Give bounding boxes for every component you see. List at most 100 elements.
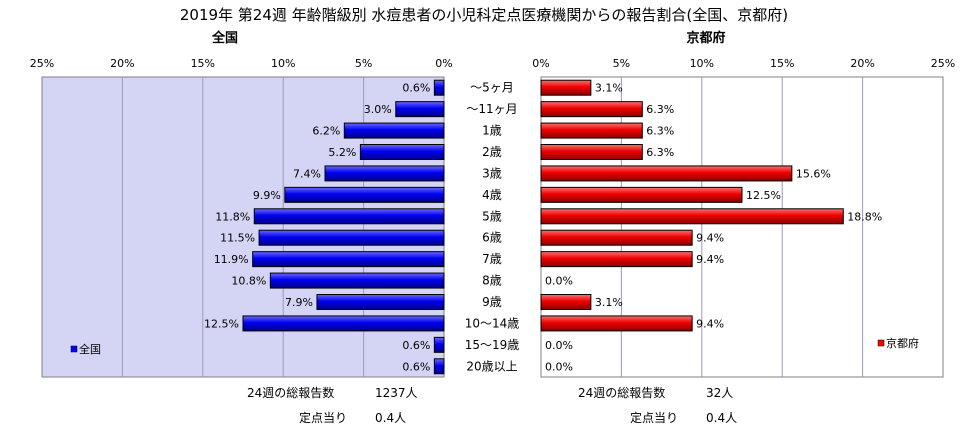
left-legend-swatch — [70, 345, 78, 353]
left-per-label: 定点当り — [299, 410, 347, 425]
category-label: 9歳 — [482, 295, 502, 309]
right-legend-label: 京都府 — [886, 336, 919, 350]
left-data-label: 12.5% — [204, 317, 239, 330]
left-bar — [242, 315, 445, 332]
page-title: 2019年 第24週 年齢階級別 水痘患者の小児科定点医療機関からの報告割合(全… — [180, 6, 788, 24]
right-bar — [540, 122, 643, 139]
category-label: 1歳 — [482, 124, 502, 138]
right-legend: 京都府 — [877, 336, 919, 350]
left-data-label: 3.0% — [364, 103, 392, 116]
right-tick-label: 10% — [690, 57, 714, 70]
right-tick-label: 0% — [532, 57, 549, 70]
category-label: 7歳 — [482, 252, 502, 266]
right-bar — [540, 208, 844, 225]
category-label: 6歳 — [482, 231, 502, 245]
left-bar — [284, 186, 445, 203]
right-tick-label: 20% — [850, 57, 874, 70]
right-per-value: 0.4人 — [706, 411, 737, 425]
right-per-label: 定点当り — [630, 410, 678, 425]
left-bar — [433, 79, 445, 96]
right-bar — [540, 229, 693, 246]
right-legend-swatch — [877, 339, 885, 347]
right-bar — [540, 251, 693, 268]
right-bar — [540, 79, 592, 96]
left-bar — [269, 272, 445, 289]
left-data-label: 0.6% — [402, 82, 430, 95]
right-bar — [540, 101, 643, 118]
right-data-label: 6.3% — [646, 146, 674, 159]
right-data-label: 12.5% — [746, 189, 781, 202]
right-data-label: 3.1% — [595, 82, 623, 95]
category-label: 4歳 — [482, 188, 502, 202]
right-data-label: 0.0% — [545, 275, 573, 288]
right-data-label: 15.6% — [796, 167, 831, 180]
category-labels: ～5ヶ月 ～11ヶ月 1歳 2歳 3歳 4歳 5歳 6歳 7歳 8歳 9歳 10～14歳 15～19歳 2… — [465, 81, 520, 374]
category-label: 20歳以上 — [466, 359, 517, 373]
left-tick-label: 0% — [435, 57, 452, 70]
right-total-label: 24週の総報告数 — [578, 385, 665, 400]
left-data-label: 5.2% — [328, 146, 356, 159]
right-data-label: 18.8% — [847, 210, 882, 223]
category-label: ～5ヶ月 — [470, 81, 514, 95]
left-bar — [359, 144, 445, 160]
left-data-label: 7.9% — [285, 296, 313, 309]
left-data-label: 7.4% — [293, 167, 321, 180]
left-panel-title: 全国 — [211, 30, 238, 46]
right-x-axis-ticks: 0% 5% 10% 15% 20% 25% — [532, 57, 955, 70]
right-bar — [540, 144, 643, 160]
right-tick-label: 25% — [931, 57, 955, 70]
left-x-axis-ticks: 0% 5% 10% 15% 20% 25% — [30, 57, 453, 70]
category-label: 5歳 — [482, 209, 502, 223]
left-bar — [258, 229, 445, 246]
right-bar — [540, 165, 793, 182]
left-data-label: 11.9% — [214, 253, 249, 266]
right-bar — [540, 315, 693, 332]
left-bar — [395, 101, 445, 118]
left-data-label: 0.6% — [402, 339, 430, 352]
left-total-label: 24週の総報告数 — [247, 385, 334, 400]
right-bar — [540, 186, 743, 203]
right-data-label: 0.0% — [545, 360, 573, 373]
left-plot-area — [41, 76, 445, 378]
left-bar — [252, 251, 445, 268]
right-data-label: 9.4% — [696, 232, 724, 245]
left-bar — [433, 358, 445, 375]
left-bar — [316, 294, 445, 310]
right-data-label: 9.4% — [696, 317, 724, 330]
left-data-label: 11.5% — [220, 232, 255, 245]
left-tick-label: 25% — [30, 57, 54, 70]
category-label: 15～19歳 — [465, 338, 520, 352]
right-bar — [540, 294, 592, 310]
right-total-value: 32人 — [706, 386, 733, 400]
left-per-value: 0.4人 — [375, 411, 406, 425]
right-data-label: 9.4% — [696, 253, 724, 266]
left-total-value: 1237人 — [375, 386, 418, 400]
left-bar — [343, 122, 445, 139]
right-panel-title: 京都府 — [686, 30, 725, 46]
right-data-labels: 3.1% 6.3% 6.3% 6.3% 15.6% 12.5% 18.8% 9.4% 9.4% 0… — [545, 82, 882, 374]
category-label: 2歳 — [482, 145, 502, 159]
left-tick-label: 5% — [355, 57, 372, 70]
left-data-label: 6.2% — [312, 125, 340, 138]
category-label: 8歳 — [482, 274, 502, 288]
category-label: 3歳 — [482, 166, 502, 180]
left-tick-label: 10% — [271, 57, 295, 70]
right-tick-label: 5% — [613, 57, 630, 70]
right-plot-area — [540, 76, 944, 378]
right-tick-label: 15% — [770, 57, 794, 70]
left-bar — [324, 165, 445, 182]
left-bars — [242, 79, 445, 375]
category-label: 10～14歳 — [465, 316, 520, 330]
category-label: ～11ヶ月 — [466, 102, 517, 116]
left-tick-label: 15% — [191, 57, 215, 70]
left-data-label: 0.6% — [402, 360, 430, 373]
left-legend-label: 全国 — [79, 342, 101, 356]
right-data-label: 6.3% — [646, 125, 674, 138]
left-tick-label: 20% — [110, 57, 134, 70]
left-data-labels: 0.6% 3.0% 6.2% 5.2% 7.4% 9.9%11.8% 11.5% 11.9% 1… — [204, 82, 430, 374]
left-bar — [433, 336, 445, 353]
right-data-label: 0.0% — [545, 339, 573, 352]
left-legend: 全国 — [70, 342, 101, 356]
right-summary: 24週の総報告数 32人 定点当り 0.4人 — [578, 385, 737, 425]
